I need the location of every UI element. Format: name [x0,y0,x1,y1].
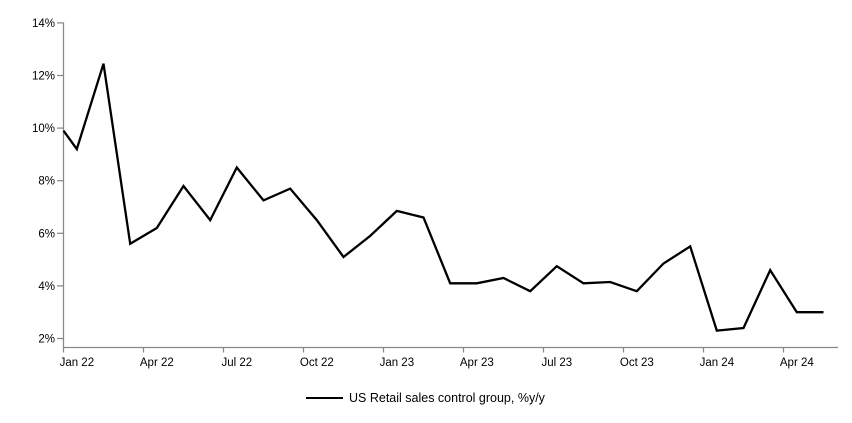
x-axis-label: Oct 22 [300,357,334,369]
legend-label: US Retail sales control group, %y/y [349,390,545,405]
x-axis-label: Jan 22 [60,357,95,369]
x-axis-label: Oct 23 [620,357,654,369]
y-axis-label: 4% [38,281,55,293]
x-axis-label: Jan 24 [700,357,735,369]
y-axis-label: 8% [38,176,55,188]
y-axis-label: 14% [32,18,55,30]
y-axis-label: 10% [32,123,55,135]
x-axis-label: Apr 23 [460,357,494,369]
x-axis-label: Apr 22 [140,357,174,369]
series-line-retail-control-group [62,63,824,332]
x-axis-label: Jul 23 [541,357,572,369]
legend-line-swatch [306,396,343,399]
x-axis-label: Jul 22 [221,357,252,369]
x-axis-label: Apr 24 [780,357,814,369]
y-axis-label: 6% [38,228,55,240]
x-axis-label: Jan 23 [380,357,415,369]
y-axis-label: 2% [38,334,55,346]
y-axis-label: 12% [32,71,55,83]
legend: US Retail sales control group, %y/y [306,390,545,405]
